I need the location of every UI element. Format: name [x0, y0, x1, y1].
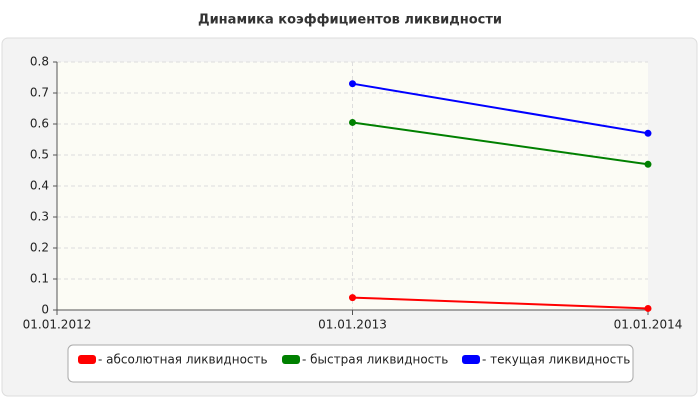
y-tick-label: 0.7 [30, 86, 49, 100]
y-tick-label: 0.3 [30, 210, 49, 224]
legend-label: - текущая ликвидность [482, 353, 630, 367]
data-point [644, 129, 652, 137]
legend-label: - быстрая ликвидность [302, 353, 448, 367]
legend-swatch [282, 355, 300, 364]
data-point [349, 294, 356, 302]
y-tick-label: 0.2 [30, 241, 49, 255]
data-point [644, 304, 652, 312]
x-tick-label: 01.01.2014 [614, 318, 683, 332]
series-line [352, 82, 649, 135]
legend-swatch [462, 355, 480, 364]
series-line [352, 296, 649, 310]
data-point [349, 118, 356, 126]
legend-swatch [78, 355, 96, 364]
data-point [644, 160, 652, 168]
series-line [352, 121, 649, 166]
x-tick-label: 01.01.2013 [318, 318, 387, 332]
y-tick-label: 0 [41, 303, 49, 317]
y-tick-label: 0.1 [30, 272, 49, 286]
legend [67, 344, 634, 383]
legend-label: - абсолютная ликвидность [98, 353, 268, 367]
y-tick-label: 0.5 [30, 148, 49, 162]
y-tick-label: 0.6 [30, 117, 49, 131]
y-tick-label: 0.4 [30, 179, 49, 193]
y-tick-label: 0.8 [30, 55, 49, 69]
chart-title: Динамика коэффициентов ликвидности [198, 13, 502, 28]
data-point [349, 80, 356, 88]
x-tick-label: 01.01.2012 [23, 318, 92, 332]
